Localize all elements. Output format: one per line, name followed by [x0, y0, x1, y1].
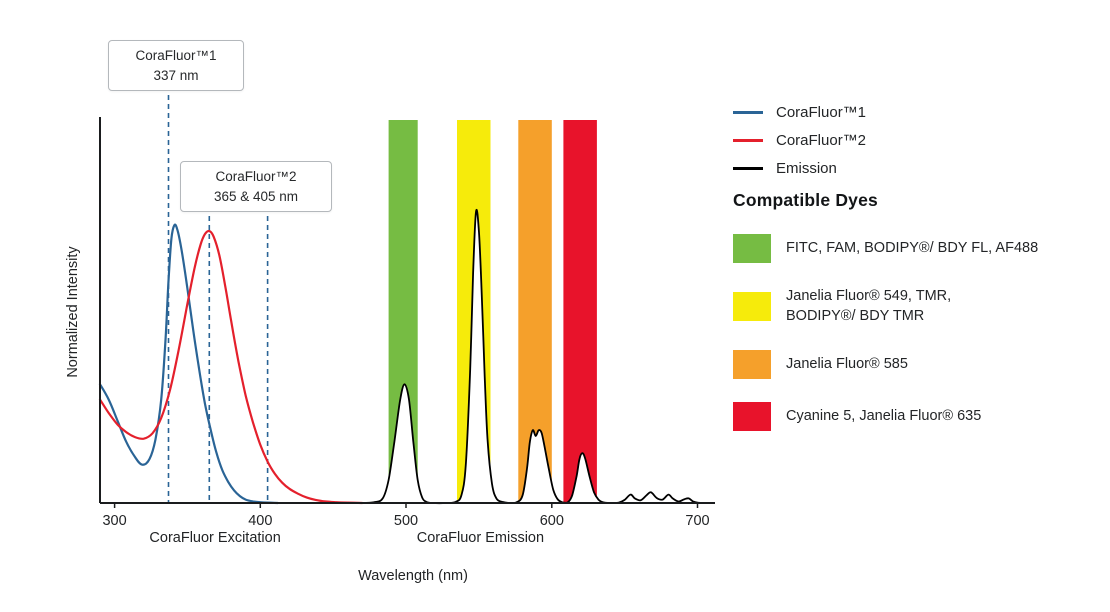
y-axis-title: Normalized Intensity — [65, 246, 81, 378]
callout-corafluor1-value: 337 nm — [153, 67, 199, 83]
red-band-swatch — [733, 401, 771, 431]
curve-corafluor2 — [98, 229, 364, 505]
callout-corafluor2-title: CoraFluor™2 — [215, 169, 297, 184]
x-tick-label-700: 700 — [685, 513, 709, 529]
dye-label-green: FITC, FAM, BODIPY®/ BDY FL, AF488 — [786, 240, 1039, 257]
spectra-chart: 300 400 500 600 700 CoraFluor Excitation CoraF… — [65, 86, 715, 584]
dye-label-orange: Janelia Fluor® 585 — [786, 355, 908, 372]
dye-row-orange: Janelia Fluor® 585 — [733, 349, 1093, 379]
dye-row-yellow: Janelia Fluor® 549, TMR, BODIPY®/ BDY TM… — [733, 286, 1093, 327]
corafluor2-line-swatch — [733, 139, 763, 142]
section-label-emission: CoraFluor Emission — [417, 530, 544, 546]
legend-item-corafluor1-label: CoraFluor™1 — [776, 104, 867, 121]
spectra-curves-layer — [98, 209, 705, 505]
x-tick-label-400: 400 — [248, 513, 272, 529]
legend-panel: CoraFluor™1 CoraFluor™2 Emission Compati… — [733, 103, 1093, 454]
legend-item-emission-label: Emission — [776, 160, 837, 177]
excitation-markers-layer — [167, 86, 269, 503]
dye-row-red: Cyanine 5, Janelia Fluor® 635 — [733, 401, 1093, 431]
axis-labels-layer: 300 400 500 600 700 CoraFluor Excitation CoraF… — [102, 503, 710, 546]
x-tick-label-600: 600 — [540, 513, 564, 529]
emission-line-swatch — [733, 167, 763, 170]
x-tick-label-300: 300 — [102, 513, 126, 529]
dye-label-red: Cyanine 5, Janelia Fluor® 635 — [786, 407, 982, 424]
section-label-excitation: CoraFluor Excitation — [149, 530, 280, 546]
yellow-band-swatch — [733, 291, 771, 321]
callout-corafluor2: CoraFluor™2 365 & 405 nm — [180, 161, 332, 213]
emission-band-red — [563, 120, 597, 503]
callout-corafluor2-value: 365 & 405 nm — [213, 188, 299, 204]
x-tick-label-500: 500 — [394, 513, 418, 529]
corafluor1-line-swatch — [733, 111, 763, 114]
green-band-swatch — [733, 234, 771, 263]
emission-bands-layer — [388, 120, 597, 503]
callout-corafluor1: CoraFluor™1 337 nm — [108, 40, 244, 92]
orange-band-swatch — [733, 349, 771, 379]
legend-item-corafluor2: CoraFluor™2 — [733, 131, 1093, 150]
legend-item-corafluor1: CoraFluor™1 — [733, 103, 1093, 122]
compatible-dyes-heading: Compatible Dyes — [733, 190, 878, 210]
dye-label-yellow: Janelia Fluor® 549, TMR, BODIPY®/ BDY TM… — [786, 288, 952, 325]
x-axis-title: Wavelength (nm) — [358, 568, 468, 584]
curve-corafluor1 — [98, 223, 279, 505]
legend-item-emission: Emission — [733, 159, 1093, 178]
axes-layer — [99, 117, 715, 504]
callout-corafluor1-title: CoraFluor™1 — [135, 48, 217, 63]
dye-row-green: FITC, FAM, BODIPY®/ BDY FL, AF488 — [733, 234, 1093, 263]
legend-item-corafluor2-label: CoraFluor™2 — [776, 132, 867, 149]
